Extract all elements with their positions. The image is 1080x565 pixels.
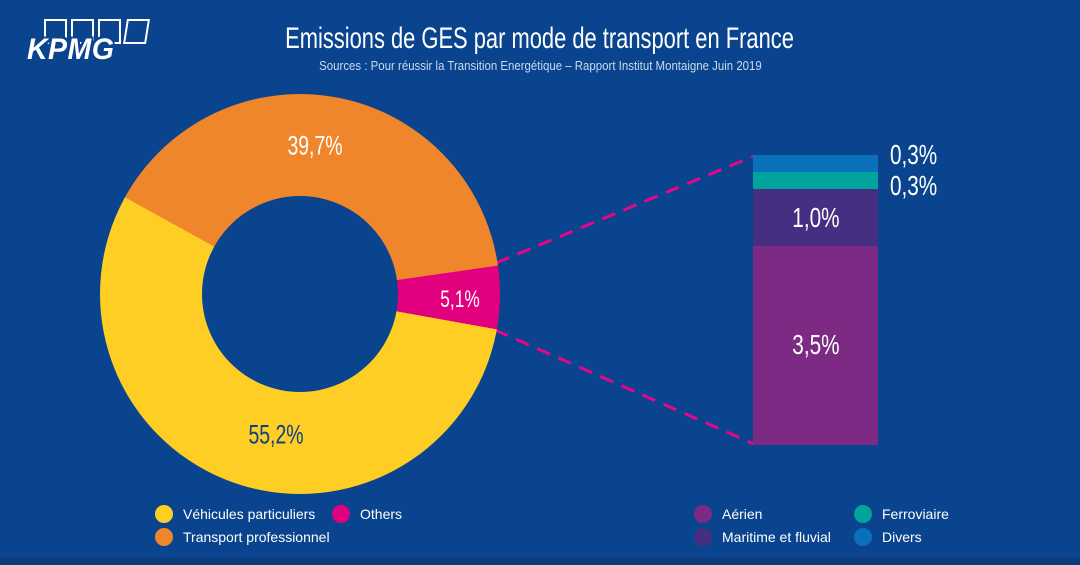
kpmg-logo-boxes (44, 19, 150, 44)
legend-item-vehicules-particuliers: Véhicules particuliers (155, 505, 315, 523)
callout-dashed-line-bottom (494, 328, 755, 446)
callout-dashed-line-top (495, 154, 755, 265)
legend-item-ferroviaire: Ferroviaire (854, 505, 949, 523)
page-title: Emissions de GES par mode de transport e… (285, 22, 795, 55)
legend-dot-maritime-et-fluvial (694, 528, 712, 546)
logo-box (44, 19, 67, 44)
legend-dot-divers (854, 528, 872, 546)
legend-dot-transport-professionnel (155, 528, 173, 546)
legend-item-others: Others (332, 505, 402, 523)
donut-label-transport-professionnel: 39,7% (287, 130, 343, 161)
legend-dot-ferroviaire (854, 505, 872, 523)
logo-box (71, 19, 94, 44)
kpmg-logo-text: KPMG (27, 33, 115, 66)
header: Emissions de GES par mode de transport e… (0, 23, 1080, 74)
donut-ring (100, 94, 500, 494)
legend-item-transport-professionnel: Transport professionnel (155, 528, 330, 546)
footer-bar (0, 558, 1080, 565)
logo-box (98, 19, 121, 44)
legend-item-maritime-et-fluvial: Maritime et fluvial (694, 528, 831, 546)
legend-label: Divers (882, 529, 922, 545)
bar-label-ferroviaire: 0,3% (890, 170, 938, 201)
source-note: Sources : Pour réussir la Transition Ene… (318, 57, 762, 73)
legend-item-divers: Divers (854, 528, 922, 546)
legend-label: Maritime et fluvial (722, 529, 831, 545)
legend-label: Ferroviaire (882, 506, 949, 522)
kpmg-logo: KPMG (27, 19, 150, 66)
legend-label: Véhicules particuliers (183, 506, 316, 522)
bar-segment-maritime-et-fluvial: 1,0% (753, 189, 878, 246)
bar-label-divers: 0,3% (890, 139, 938, 170)
legend-dot-aerien (694, 505, 712, 523)
bar-segment-divers (753, 155, 878, 173)
legend-item-aerien: Aérien (694, 505, 762, 523)
legend-label: Transport professionnel (183, 529, 330, 545)
bar-segment-ferroviaire (753, 172, 878, 190)
bar-segment-label-aerien: 3,5% (791, 329, 840, 361)
legend-dot-others (332, 505, 350, 523)
bar-segment-label-maritime-et-fluvial: 1,0% (791, 201, 840, 233)
bar-segment-aerien: 3,5% (753, 245, 878, 445)
legend-dot-vehicules-particuliers (155, 505, 173, 523)
donut-hole (202, 196, 398, 392)
donut-label-vehicules-particuliers: 55,2% (248, 419, 304, 450)
donut-label-others: 5,1% (440, 286, 480, 313)
legend-label: Others (360, 506, 403, 522)
legend-label: Aérien (722, 506, 763, 522)
breakdown-bar: 1,0% 3,5% (753, 155, 878, 445)
